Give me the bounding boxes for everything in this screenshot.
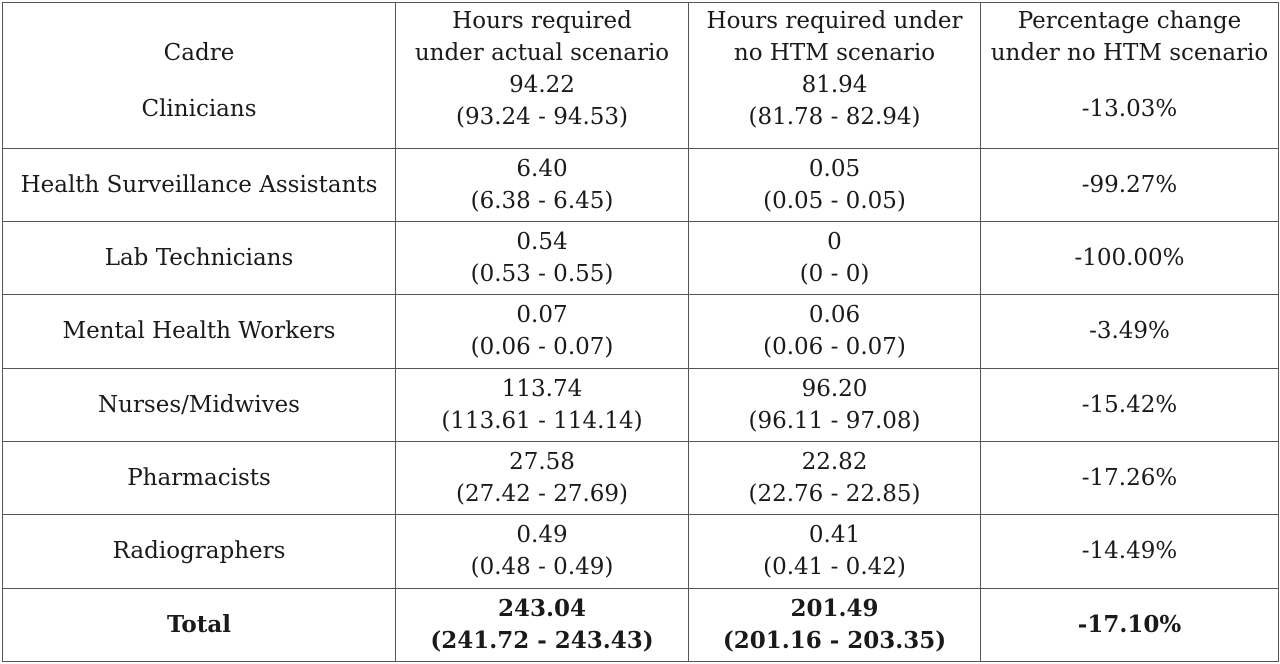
- cadre-name: Lab Technicians: [104, 245, 294, 272]
- cadre-name: Radiographers: [112, 538, 286, 565]
- nohtm-ci: (0.05 - 0.05): [763, 187, 906, 214]
- nohtm-value: 0.06: [808, 302, 861, 329]
- actual-cell: 27.58 (27.42 - 27.69): [395, 440, 689, 516]
- nohtm-cell: 0.41 (0.41 - 0.42): [688, 514, 981, 589]
- actual-ci: (93.24 - 94.53): [455, 104, 629, 130]
- table-row: Health Surveillance Assistants 6.40 (6.3…: [2, 147, 1279, 222]
- actual-value: 0.07: [516, 302, 568, 329]
- nohtm-ci: (81.78 - 82.94): [748, 104, 921, 130]
- pct-header-line2: under no HTM scenario: [990, 40, 1269, 66]
- total-actual-value: 243.04: [497, 594, 587, 622]
- cadre-cell: Nurses/Midwives: [2, 367, 396, 442]
- nohtm-value: 22.82: [801, 449, 868, 476]
- actual-header-line1: Hours required: [452, 8, 632, 34]
- cadre-cell: Pharmacists: [2, 440, 396, 516]
- actual-value: 0.49: [516, 522, 568, 549]
- actual-value: 0.54: [516, 229, 568, 256]
- nohtm-ci: (0 - 0): [799, 261, 870, 288]
- table-row: Lab Technicians 0.54 (0.53 - 0.55) 0 (0 …: [2, 220, 1279, 296]
- cadre-header: Cadre: [163, 40, 235, 66]
- pct-value: -100.00%: [1074, 245, 1185, 272]
- actual-value: 27.58: [509, 449, 575, 476]
- pct-header-cell: Percentage change under no HTM scenario …: [980, 2, 1279, 149]
- pct-cell: -100.00%: [980, 220, 1279, 296]
- actual-value: 6.40: [516, 155, 568, 182]
- table-row: Pharmacists 27.58 (27.42 - 27.69) 22.82 …: [2, 440, 1279, 516]
- pct-cell: -14.49%: [980, 514, 1279, 589]
- total-nohtm-ci: (201.16 - 203.35): [722, 626, 947, 654]
- pct-value: -13.03%: [1081, 96, 1178, 122]
- nohtm-value: 0.05: [808, 155, 861, 182]
- actual-cell: 0.54 (0.53 - 0.55): [395, 220, 689, 296]
- actual-ci: (6.38 - 6.45): [470, 187, 614, 214]
- nohtm-value: 0.41: [808, 522, 861, 549]
- actual-ci: (27.42 - 27.69): [455, 481, 629, 508]
- cadre-cell: Mental Health Workers: [2, 294, 396, 369]
- total-pct-cell: -17.10%: [980, 587, 1279, 663]
- pct-value: -17.26%: [1081, 465, 1178, 492]
- total-row: Total 243.04 (241.72 - 243.43) 201.49 (2…: [2, 587, 1279, 663]
- actual-value: 113.74: [501, 375, 583, 402]
- nohtm-value: 81.94: [801, 72, 868, 98]
- actual-ci: (0.53 - 0.55): [470, 261, 614, 288]
- nohtm-ci: (96.11 - 97.08): [748, 407, 921, 434]
- nohtm-value: 96.20: [801, 375, 868, 402]
- nohtm-cell: 96.20 (96.11 - 97.08): [688, 367, 981, 442]
- actual-header-cell: Hours required under actual scenario 94.…: [395, 2, 689, 149]
- pct-value: -15.42%: [1081, 391, 1178, 418]
- total-nohtm-value: 201.49: [790, 594, 879, 622]
- nohtm-cell: 0.05 (0.05 - 0.05): [688, 147, 981, 222]
- pct-value: -3.49%: [1089, 318, 1170, 345]
- total-label: Total: [166, 610, 232, 638]
- cadre-name: Mental Health Workers: [62, 318, 336, 345]
- actual-header-line2: under actual scenario: [414, 40, 670, 66]
- header-row: Cadre Clinicians Hours required under ac…: [2, 2, 1279, 149]
- pct-cell: -17.26%: [980, 440, 1279, 516]
- pct-value: -14.49%: [1081, 538, 1178, 565]
- pct-value: -99.27%: [1081, 171, 1178, 198]
- nohtm-ci: (0.06 - 0.07): [763, 334, 906, 361]
- nohtm-cell: 0 (0 - 0): [688, 220, 981, 296]
- table-row: Radiographers 0.49 (0.48 - 0.49) 0.41 (0…: [2, 514, 1279, 589]
- actual-cell: 6.40 (6.38 - 6.45): [395, 147, 689, 222]
- total-nohtm-cell: 201.49 (201.16 - 203.35): [688, 587, 981, 663]
- actual-cell: 0.07 (0.06 - 0.07): [395, 294, 689, 369]
- actual-cell: 113.74 (113.61 - 114.14): [395, 367, 689, 442]
- cadre-cell: Radiographers: [2, 514, 396, 589]
- nohtm-ci: (0.41 - 0.42): [763, 554, 906, 581]
- cadre-name: Nurses/Midwives: [98, 391, 300, 418]
- pct-cell: -15.42%: [980, 367, 1279, 442]
- nohtm-cell: 22.82 (22.76 - 22.85): [688, 440, 981, 516]
- actual-ci: (113.61 - 114.14): [441, 407, 643, 434]
- nohtm-value: 0: [827, 229, 842, 256]
- actual-cell: 0.49 (0.48 - 0.49): [395, 514, 689, 589]
- cadre-name: Health Surveillance Assistants: [20, 171, 378, 198]
- table-row: Mental Health Workers 0.07 (0.06 - 0.07)…: [2, 294, 1279, 369]
- actual-value: 94.22: [509, 72, 575, 98]
- nohtm-header-line1: Hours required under: [706, 8, 963, 34]
- nohtm-header-cell: Hours required under no HTM scenario 81.…: [688, 2, 981, 149]
- cadre-name: Pharmacists: [127, 465, 271, 492]
- total-label-cell: Total: [2, 587, 396, 663]
- pct-cell: -99.27%: [980, 147, 1279, 222]
- nohtm-ci: (22.76 - 22.85): [748, 481, 921, 508]
- pct-cell: -3.49%: [980, 294, 1279, 369]
- nohtm-cell: 0.06 (0.06 - 0.07): [688, 294, 981, 369]
- table-row: Nurses/Midwives 113.74 (113.61 - 114.14)…: [2, 367, 1279, 442]
- nohtm-header-line2: no HTM scenario: [733, 40, 936, 66]
- pct-header-line1: Percentage change: [1017, 8, 1242, 34]
- actual-ci: (0.48 - 0.49): [470, 554, 614, 581]
- cadre-cell: Health Surveillance Assistants: [2, 147, 396, 222]
- cadre-name: Clinicians: [141, 96, 257, 122]
- total-actual-ci: (241.72 - 243.43): [430, 626, 654, 654]
- total-pct-value: -17.10%: [1077, 610, 1182, 638]
- actual-ci: (0.06 - 0.07): [470, 334, 614, 361]
- total-actual-cell: 243.04 (241.72 - 243.43): [395, 587, 689, 663]
- cadre-header-cell: Cadre Clinicians: [2, 2, 396, 149]
- cadre-cell: Lab Technicians: [2, 220, 396, 296]
